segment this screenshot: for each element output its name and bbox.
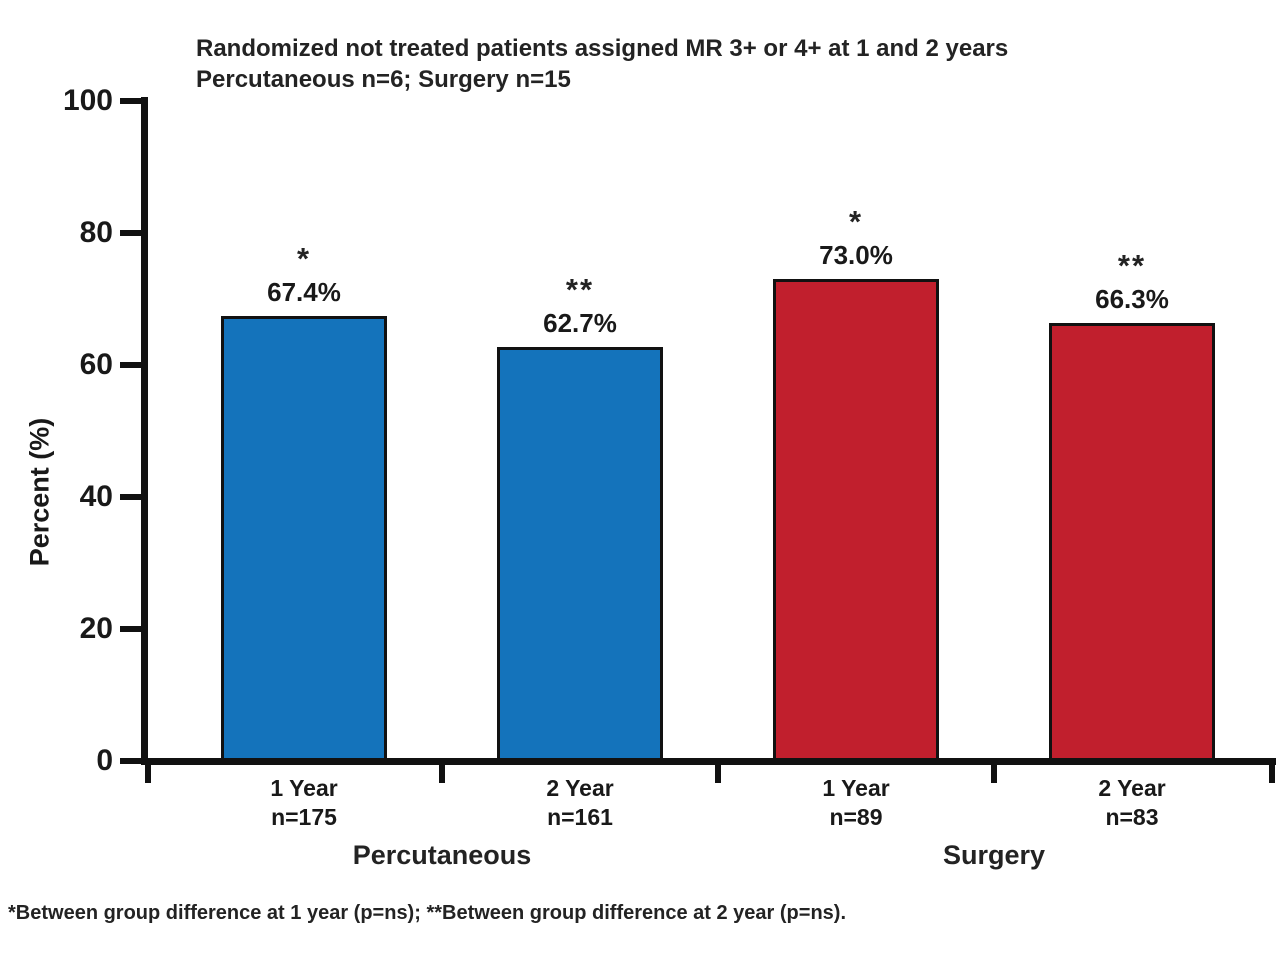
bar-slot: ** 66.3% xyxy=(991,190,1273,761)
group-label-surgery: Surgery xyxy=(942,840,1046,870)
y-tick-label: 60 xyxy=(79,348,113,381)
y-tick-mark xyxy=(120,626,141,632)
y-tick-label: 20 xyxy=(79,612,113,645)
y-tick-mark xyxy=(120,230,141,236)
bar-value-label: 67.4% xyxy=(267,277,341,308)
x-category-n: n=175 xyxy=(271,804,337,830)
x-tick-mark xyxy=(991,758,997,783)
x-category-label: 1 Year n=175 xyxy=(163,774,445,832)
x-category-year: 1 Year xyxy=(270,775,338,801)
x-category-label: 2 Year n=83 xyxy=(991,774,1273,832)
chart-title: Randomized not treated patients assigned… xyxy=(196,33,1008,95)
chart-title-line1: Randomized not treated patients assigned… xyxy=(196,35,1009,62)
significance-marker: * xyxy=(296,241,312,277)
x-category-year: 2 Year xyxy=(1098,775,1166,801)
bar-slot: * 73.0% xyxy=(715,190,997,761)
bar-percutaneous-2-year xyxy=(497,347,663,761)
bar-surgery-1-year xyxy=(773,279,939,761)
bar-value-label: 73.0% xyxy=(819,240,893,271)
x-tick-mark xyxy=(145,758,151,783)
x-category-label: 1 Year n=89 xyxy=(715,774,997,832)
x-category-n: n=161 xyxy=(547,804,613,830)
bar-slot: * 67.4% xyxy=(163,190,445,761)
x-category-label: 2 Year n=161 xyxy=(439,774,721,832)
y-tick-label: 80 xyxy=(79,216,113,249)
x-tick-mark xyxy=(715,758,721,783)
x-category-n: n=83 xyxy=(1105,804,1159,830)
x-axis-line xyxy=(141,758,1276,765)
y-tick-label: 40 xyxy=(79,480,113,513)
y-tick-label: 0 xyxy=(96,744,113,777)
x-category-n: n=89 xyxy=(829,804,883,830)
group-label-percutaneous: Percutaneous xyxy=(352,840,532,870)
chart-title-line2: Percutaneous n=6; Surgery n=15 xyxy=(196,66,571,93)
x-tick-mark xyxy=(439,758,445,783)
significance-marker: ** xyxy=(1117,248,1147,284)
significance-marker: ** xyxy=(565,272,595,308)
y-tick-mark xyxy=(120,494,141,500)
significance-marker: * xyxy=(848,204,864,240)
significance-footnote: *Between group difference at 1 year (p=n… xyxy=(8,902,846,924)
y-tick-mark xyxy=(120,758,141,764)
bar-slot: ** 62.7% xyxy=(439,190,721,761)
y-axis-line xyxy=(141,97,148,765)
bar-value-label: 66.3% xyxy=(1095,284,1169,315)
x-category-year: 1 Year xyxy=(822,775,890,801)
x-tick-mark xyxy=(1269,758,1275,783)
bar-value-label: 62.7% xyxy=(543,308,617,339)
bar-surgery-2-year xyxy=(1049,323,1215,761)
y-tick-mark xyxy=(120,362,141,368)
x-category-year: 2 Year xyxy=(546,775,614,801)
y-tick-label: 100 xyxy=(62,84,113,117)
bar-percutaneous-1-year xyxy=(221,316,387,761)
y-tick-mark xyxy=(120,98,141,104)
